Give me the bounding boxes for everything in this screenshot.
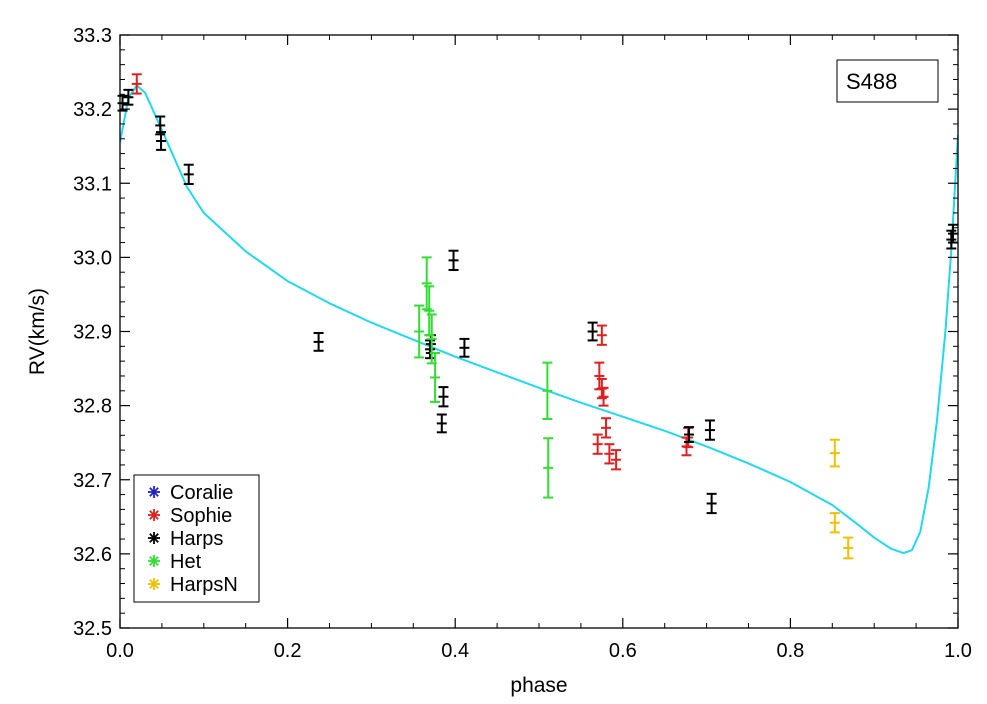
y-tick-label: 32.6 <box>73 544 112 566</box>
data-point <box>829 438 840 468</box>
data-point <box>843 536 854 560</box>
legend-item-harps: Harps <box>148 528 223 550</box>
model-curve-layer <box>120 84 958 555</box>
label-box: S488 <box>836 59 939 103</box>
y-tick-label: 33.2 <box>73 99 112 121</box>
x-tick-label: 0.2 <box>274 640 302 662</box>
data-point <box>704 419 715 441</box>
x-tick-label: 1.0 <box>944 640 972 662</box>
data-point <box>587 321 598 342</box>
series-het <box>414 256 554 499</box>
y-tick-label: 32.8 <box>73 396 112 418</box>
legend-label: HarpsN <box>170 574 238 596</box>
x-axis-label: phase <box>510 674 567 697</box>
data-point <box>598 386 609 407</box>
data-point <box>438 386 449 408</box>
legend-item-het: Het <box>148 551 202 573</box>
legend-item-harpsn: HarpsN <box>148 574 238 596</box>
data-point <box>123 88 134 106</box>
data-point <box>684 426 695 443</box>
data-point <box>706 492 717 515</box>
legend-item-sophie: Sophie <box>148 505 232 527</box>
x-tick-label: 0.8 <box>776 640 804 662</box>
x-tick-label: 0.6 <box>609 640 637 662</box>
data-point <box>117 94 128 112</box>
y-tick-label: 32.7 <box>73 470 112 492</box>
legend-item-coralie: Coralie <box>148 482 233 504</box>
label-box-text: S488 <box>846 69 897 94</box>
asterisk-icon <box>148 555 160 567</box>
data-point <box>448 249 459 271</box>
series-harpsn <box>829 438 854 560</box>
y-tick-label: 33.0 <box>73 247 112 269</box>
x-tick-label: 0.4 <box>441 640 469 662</box>
legend-label: Sophie <box>170 505 232 527</box>
data-point <box>596 324 607 346</box>
data-point <box>611 449 622 471</box>
data-point <box>542 361 553 420</box>
y-tick-label: 33.1 <box>73 173 112 195</box>
asterisk-icon <box>148 532 160 544</box>
label-box-frame <box>836 59 939 103</box>
y-axis-label: RV(km/s) <box>26 288 49 375</box>
y-tick-label: 32.5 <box>73 618 112 640</box>
asterisk-icon <box>148 509 160 521</box>
model-curve-line <box>120 84 958 555</box>
data-point <box>430 351 441 403</box>
asterisk-icon <box>148 486 160 498</box>
y-tick-label: 32.9 <box>73 322 112 344</box>
series-harps <box>117 88 958 515</box>
legend-label: Harps <box>170 528 223 550</box>
data-point <box>436 413 447 434</box>
x-tick-label: 0.0 <box>106 640 134 662</box>
y-tick-label: 33.3 <box>73 25 112 47</box>
data-point <box>156 131 167 151</box>
data-point <box>131 73 142 95</box>
legend-label: Coralie <box>170 482 233 504</box>
data-points-layer <box>117 73 958 560</box>
data-point <box>414 304 425 359</box>
data-point <box>604 443 615 465</box>
data-point <box>313 331 324 352</box>
data-point <box>183 163 194 185</box>
data-point <box>601 417 612 439</box>
data-point <box>592 433 603 455</box>
data-point <box>829 512 840 534</box>
data-point <box>459 337 470 358</box>
axes-layer: 0.0 0.2 0.4 0.6 0.8 1.0 32.5 32.6 32.7 32.8 32.9 33… <box>73 25 972 662</box>
series-sophie <box>131 73 694 471</box>
legend-label: Het <box>170 551 202 573</box>
asterisk-icon <box>148 578 160 590</box>
data-point <box>543 437 554 499</box>
